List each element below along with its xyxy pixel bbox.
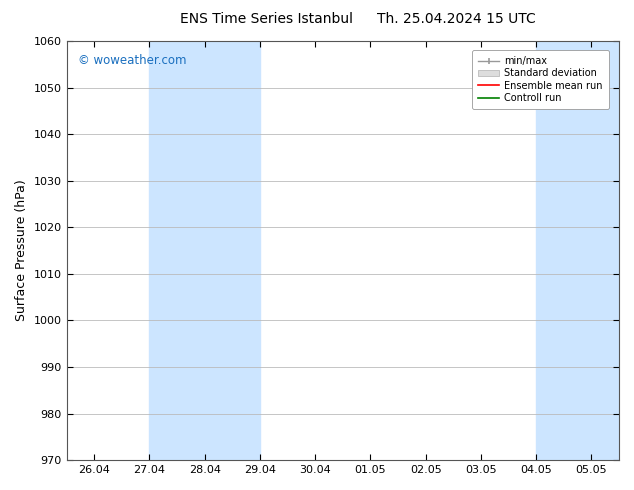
Legend: min/max, Standard deviation, Ensemble mean run, Controll run: min/max, Standard deviation, Ensemble me… <box>472 50 609 109</box>
Bar <box>150 41 260 460</box>
Bar <box>536 41 619 460</box>
Text: ENS Time Series Istanbul: ENS Time Series Istanbul <box>180 12 353 26</box>
Y-axis label: Surface Pressure (hPa): Surface Pressure (hPa) <box>15 180 28 321</box>
Text: Th. 25.04.2024 15 UTC: Th. 25.04.2024 15 UTC <box>377 12 536 26</box>
Bar <box>608 41 619 460</box>
Text: © woweather.com: © woweather.com <box>77 53 186 67</box>
